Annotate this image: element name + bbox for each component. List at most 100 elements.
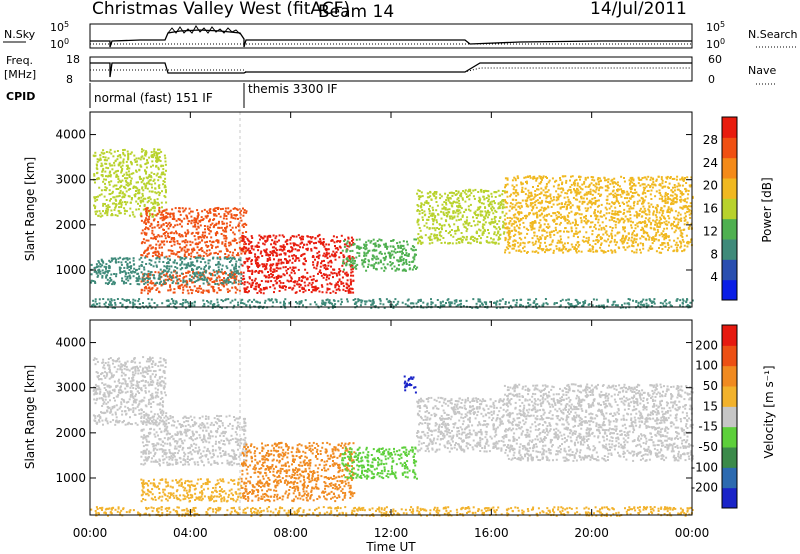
power-band-0-cell — [142, 208, 145, 211]
power-band-4-cell — [336, 247, 339, 249]
power-band-4-cell — [287, 261, 290, 264]
power-band-2-cell — [230, 272, 233, 275]
power-band-5-cell — [397, 244, 400, 247]
power-band-3-cell — [140, 271, 143, 274]
power-band-7-cell — [550, 230, 553, 233]
power-band-7-cell — [606, 186, 609, 189]
power-band-4-cell — [248, 270, 251, 273]
power-band-0-cell — [153, 178, 156, 181]
power-band-6-cell — [487, 190, 490, 193]
power-band-6-cell — [495, 211, 498, 213]
power-band-6-cell — [497, 189, 500, 192]
power-band-7-cell — [534, 203, 537, 206]
power-band-5-cell — [367, 259, 370, 262]
power-band-2-cell — [140, 280, 143, 283]
power-band-6-cell — [416, 204, 419, 206]
power-band-7-cell — [519, 202, 522, 205]
power-band-7-cell — [690, 212, 693, 215]
power-band-1-cell — [156, 254, 159, 257]
power-band-3-cell — [192, 272, 195, 275]
power-band-6-cell — [497, 236, 500, 239]
power-band-4-cell — [338, 268, 341, 271]
power-band-6-cell — [421, 209, 424, 212]
power-band-3-cell — [99, 265, 102, 268]
power-band-4-cell — [261, 255, 264, 257]
power-band-4-cell — [280, 286, 283, 289]
power-band-7-cell — [625, 235, 627, 238]
date-label: 14/Jul/2011 — [590, 0, 687, 19]
power-band-3-cell — [90, 273, 93, 276]
power-band-3-cell — [95, 263, 98, 266]
power-band-7-cell — [539, 244, 542, 247]
power-band-2-cell — [158, 290, 160, 293]
power-band-7-cell — [609, 183, 612, 186]
power-band-7-cell — [524, 236, 527, 239]
power-band-7-cell — [611, 182, 614, 185]
power-band-7-cell — [538, 201, 541, 204]
power-band-7-cell — [602, 250, 605, 253]
power-band-4-cell — [337, 287, 340, 290]
power-band-6-cell — [417, 237, 419, 240]
power-band-4-cell — [345, 286, 348, 289]
power-band-7-cell — [545, 245, 548, 248]
power-band-4-cell — [311, 256, 314, 258]
power-band-7-cell — [624, 248, 627, 251]
power-band-6-cell — [450, 202, 452, 205]
power-band-7-cell — [596, 199, 599, 202]
power-band-1-cell — [219, 256, 222, 259]
power-band-4-cell — [250, 245, 253, 248]
power-band-6-cell — [433, 227, 436, 230]
power-band-5-cell — [406, 254, 409, 257]
power-band-3-cell — [217, 266, 220, 269]
power-band-7-cell — [522, 241, 525, 244]
power-band-7-cell — [672, 202, 675, 205]
power-band-1-cell — [223, 237, 226, 240]
power-band-1-cell — [163, 243, 166, 246]
power-band-7-cell — [672, 223, 674, 226]
power-band-7-cell — [680, 191, 683, 194]
power-band-3-cell — [150, 259, 153, 262]
power-band-7-cell — [621, 201, 624, 204]
power-band-2-cell — [215, 279, 218, 282]
power-band-7-cell — [658, 219, 661, 222]
power-band-0-cell — [137, 181, 139, 184]
power-band-5-cell — [390, 240, 393, 242]
power-band-4-cell — [243, 290, 246, 293]
power-band-6-cell — [476, 208, 479, 211]
power-band-7-cell — [559, 194, 562, 197]
power-band-0-cell — [117, 209, 120, 212]
power-band-6-cell — [474, 224, 477, 227]
power-band-5-cell — [369, 241, 372, 244]
power-band-6-cell — [451, 202, 454, 205]
power-band-7-cell — [676, 188, 679, 191]
power-band-4-cell — [255, 257, 258, 260]
power-band-1-cell — [177, 255, 180, 258]
power-band-7-cell — [662, 230, 665, 233]
power-band-7-cell — [661, 179, 664, 182]
power-band-7-cell — [536, 235, 539, 238]
power-band-7-cell — [592, 189, 595, 192]
power-band-3-cell — [145, 277, 148, 280]
power-band-1-cell — [187, 231, 190, 234]
power-band-7-cell — [677, 182, 680, 185]
power-band-3-cell — [158, 274, 161, 277]
power-band-2-cell — [140, 291, 143, 294]
power-band-1-cell — [225, 215, 228, 217]
power-band-0-cell — [154, 214, 157, 217]
power-band-0-cell — [138, 175, 141, 178]
power-band-7-cell — [611, 181, 614, 184]
power-band-4-cell — [289, 286, 292, 289]
power-band-5-cell — [405, 259, 408, 261]
power-band-5-cell — [382, 256, 385, 259]
power-band-1-cell — [201, 210, 204, 213]
power-band-1-cell — [180, 248, 183, 251]
power-band-1-cell — [190, 222, 193, 225]
power-band-3-cell — [109, 277, 112, 279]
power-band-2-cell — [227, 291, 230, 293]
power-band-4-cell — [352, 291, 355, 294]
power-band-7-cell — [652, 213, 655, 216]
power-band-4-cell — [318, 233, 321, 236]
power-band-0-cell — [114, 203, 117, 206]
power-band-6-cell — [448, 225, 451, 228]
